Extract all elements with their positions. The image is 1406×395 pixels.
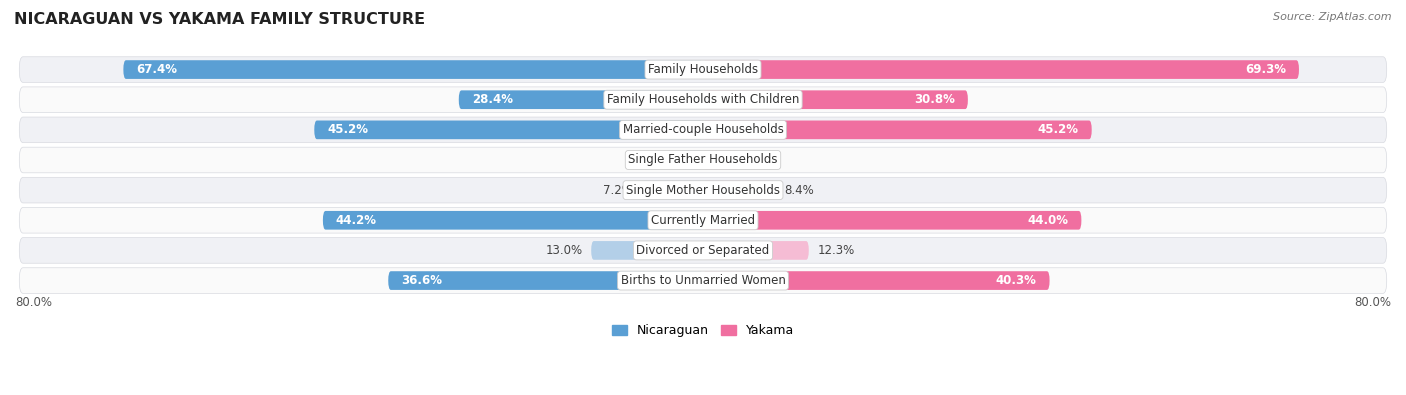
Text: 67.4%: 67.4% bbox=[136, 63, 177, 76]
FancyBboxPatch shape bbox=[703, 60, 1299, 79]
FancyBboxPatch shape bbox=[124, 60, 703, 79]
Legend: Nicaraguan, Yakama: Nicaraguan, Yakama bbox=[606, 320, 800, 342]
Text: 80.0%: 80.0% bbox=[1354, 295, 1391, 308]
Text: Single Father Households: Single Father Households bbox=[628, 154, 778, 167]
FancyBboxPatch shape bbox=[703, 150, 740, 169]
FancyBboxPatch shape bbox=[315, 120, 703, 139]
FancyBboxPatch shape bbox=[20, 57, 1386, 83]
Text: 45.2%: 45.2% bbox=[328, 123, 368, 136]
FancyBboxPatch shape bbox=[458, 90, 703, 109]
FancyBboxPatch shape bbox=[703, 241, 808, 260]
Text: 12.3%: 12.3% bbox=[817, 244, 855, 257]
FancyBboxPatch shape bbox=[20, 177, 1386, 203]
FancyBboxPatch shape bbox=[20, 238, 1386, 263]
FancyBboxPatch shape bbox=[703, 181, 775, 199]
Text: Births to Unmarried Women: Births to Unmarried Women bbox=[620, 274, 786, 287]
Text: Source: ZipAtlas.com: Source: ZipAtlas.com bbox=[1274, 12, 1392, 22]
FancyBboxPatch shape bbox=[591, 241, 703, 260]
FancyBboxPatch shape bbox=[388, 271, 703, 290]
Text: Family Households with Children: Family Households with Children bbox=[607, 93, 799, 106]
Text: Family Households: Family Households bbox=[648, 63, 758, 76]
Text: 80.0%: 80.0% bbox=[15, 295, 52, 308]
Text: 40.3%: 40.3% bbox=[995, 274, 1036, 287]
Text: 4.2%: 4.2% bbox=[748, 154, 778, 167]
Text: Single Mother Households: Single Mother Households bbox=[626, 184, 780, 197]
FancyBboxPatch shape bbox=[20, 117, 1386, 143]
Text: 36.6%: 36.6% bbox=[401, 274, 441, 287]
FancyBboxPatch shape bbox=[703, 90, 967, 109]
Text: 69.3%: 69.3% bbox=[1246, 63, 1286, 76]
FancyBboxPatch shape bbox=[20, 268, 1386, 293]
FancyBboxPatch shape bbox=[20, 207, 1386, 233]
Text: Married-couple Households: Married-couple Households bbox=[623, 123, 783, 136]
FancyBboxPatch shape bbox=[703, 211, 1081, 229]
Text: 45.2%: 45.2% bbox=[1038, 123, 1078, 136]
Text: 2.6%: 2.6% bbox=[643, 154, 672, 167]
Text: 7.2%: 7.2% bbox=[603, 184, 633, 197]
Text: NICARAGUAN VS YAKAMA FAMILY STRUCTURE: NICARAGUAN VS YAKAMA FAMILY STRUCTURE bbox=[14, 12, 425, 27]
FancyBboxPatch shape bbox=[703, 271, 1050, 290]
FancyBboxPatch shape bbox=[681, 150, 703, 169]
Text: Currently Married: Currently Married bbox=[651, 214, 755, 227]
FancyBboxPatch shape bbox=[641, 181, 703, 199]
Text: 28.4%: 28.4% bbox=[471, 93, 513, 106]
Text: 44.0%: 44.0% bbox=[1028, 214, 1069, 227]
FancyBboxPatch shape bbox=[20, 87, 1386, 113]
Text: 44.2%: 44.2% bbox=[336, 214, 377, 227]
FancyBboxPatch shape bbox=[703, 120, 1091, 139]
Text: 13.0%: 13.0% bbox=[546, 244, 582, 257]
Text: 30.8%: 30.8% bbox=[914, 93, 955, 106]
FancyBboxPatch shape bbox=[20, 147, 1386, 173]
FancyBboxPatch shape bbox=[323, 211, 703, 229]
Text: 8.4%: 8.4% bbox=[783, 184, 814, 197]
Text: Divorced or Separated: Divorced or Separated bbox=[637, 244, 769, 257]
